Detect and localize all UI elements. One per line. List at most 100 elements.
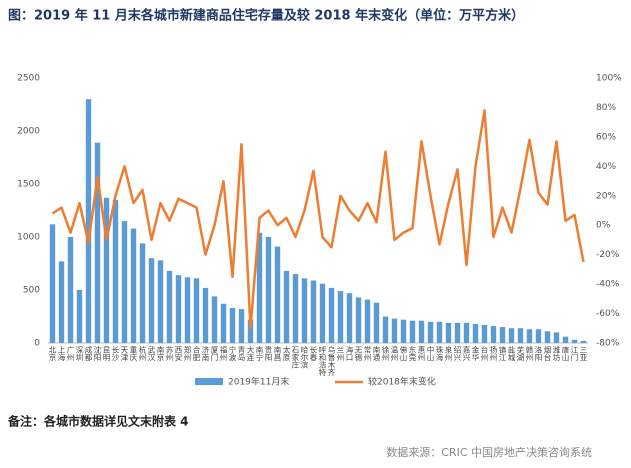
x-tick-label: 天津 xyxy=(120,346,129,363)
y2-tick-label: 60% xyxy=(596,132,616,142)
bar xyxy=(94,142,101,343)
x-tick-label: 镇江 xyxy=(498,345,507,363)
bar xyxy=(193,278,200,343)
x-tick-label: 青岛 xyxy=(237,345,246,363)
bar xyxy=(328,287,335,343)
x-tick-label: 常州 xyxy=(363,346,372,362)
x-tick-label: 潍坊 xyxy=(552,345,561,363)
x-tick-label: 温州 xyxy=(390,346,399,362)
x-tick-label: 泉州 xyxy=(444,345,453,362)
bar xyxy=(274,246,281,343)
bar xyxy=(184,277,191,343)
x-tick-label: 芜湖 xyxy=(516,345,525,363)
bar xyxy=(562,336,569,343)
y2-tick-label: -20% xyxy=(596,250,620,260)
x-tick-label: 济南 xyxy=(201,345,210,362)
bar xyxy=(67,237,74,343)
bar xyxy=(310,280,317,343)
y-tick-label: 500 xyxy=(23,286,40,296)
bar xyxy=(283,270,290,343)
source: 数据来源：CRIC 中国房地产决策咨询系统 xyxy=(386,445,592,459)
x-tick-label: 哈尔滨 xyxy=(300,345,309,370)
bar xyxy=(346,293,353,343)
x-tick-label: 长春 xyxy=(309,345,318,362)
bar xyxy=(355,297,362,343)
x-tick-label: 南京 xyxy=(156,345,165,363)
bar xyxy=(292,274,299,343)
bar xyxy=(319,283,326,343)
y-tick-label: 0 xyxy=(34,339,40,349)
bar xyxy=(373,302,380,343)
x-tick-label: 郑州 xyxy=(183,345,192,362)
bar xyxy=(445,322,452,343)
bar xyxy=(580,340,587,343)
chart-title: 图：2019 年 11 月末各城市新建商品住宅存量及较 2018 年末变化（单位… xyxy=(8,8,524,24)
bar xyxy=(481,324,488,343)
legend-label: 2019年11月末 xyxy=(228,376,289,388)
legend-label: 较2018年末变化 xyxy=(368,376,436,388)
x-tick-label: 南通 xyxy=(372,345,381,363)
bar xyxy=(571,339,578,343)
bar xyxy=(211,296,218,343)
bar xyxy=(427,321,434,343)
bar xyxy=(544,331,551,343)
x-tick-label: 扬州 xyxy=(489,345,498,362)
bar xyxy=(337,291,344,343)
bar xyxy=(58,261,65,343)
x-tick-label: 盐城 xyxy=(507,345,516,363)
y2-tick-label: 80% xyxy=(596,103,616,113)
bar xyxy=(301,278,308,343)
x-tick-label: 中山 xyxy=(426,345,435,363)
x-tick-label: 武汉 xyxy=(147,345,156,363)
x-tick-label: 上海 xyxy=(57,346,66,363)
y-tick-label: 2500 xyxy=(17,74,40,84)
bar xyxy=(400,319,407,343)
bar xyxy=(454,322,461,343)
x-tick-label: 太原 xyxy=(282,345,291,362)
bar xyxy=(526,329,533,343)
bar xyxy=(265,237,272,343)
x-tick-label: 石家庄 xyxy=(291,346,300,370)
y2-tick-label: -80% xyxy=(596,339,620,349)
x-tick-label: 大连 xyxy=(246,345,255,363)
x-tick-label: 金华 xyxy=(471,345,480,363)
x-tick-label: 重庆 xyxy=(129,346,138,363)
bar xyxy=(121,221,128,343)
x-tick-label: 烟台 xyxy=(543,346,552,363)
bar xyxy=(391,318,398,343)
bar xyxy=(535,329,542,343)
bar xyxy=(76,290,83,343)
x-tick-label: 佛山 xyxy=(399,345,408,363)
y2-tick-label: 20% xyxy=(596,191,616,201)
x-tick-label: 绍兴 xyxy=(453,345,462,363)
x-tick-label: 贵阳 xyxy=(264,345,273,363)
bar xyxy=(517,328,524,343)
bar xyxy=(148,258,155,343)
bar xyxy=(256,232,263,343)
x-tick-label: 唐山 xyxy=(561,345,570,363)
x-tick-label: 海口 xyxy=(345,345,354,362)
x-tick-label: 徐州 xyxy=(381,345,390,362)
bar xyxy=(202,287,209,343)
bar xyxy=(409,320,416,343)
bar xyxy=(247,319,254,343)
y2-tick-label: 100% xyxy=(596,74,622,84)
bar xyxy=(472,323,479,343)
x-tick-label: 南昌 xyxy=(273,345,282,363)
bar xyxy=(229,308,236,343)
bar xyxy=(112,199,119,343)
x-tick-label: 西安 xyxy=(174,346,183,363)
x-tick-label: 洛阳 xyxy=(534,345,543,363)
bar xyxy=(364,299,371,343)
x-tick-label: 北京 xyxy=(48,346,57,363)
bar xyxy=(238,309,245,343)
bar xyxy=(499,327,506,343)
x-tick-label: 无锡 xyxy=(354,346,363,363)
x-tick-label: 长沙 xyxy=(111,345,120,362)
x-tick-label: 台州 xyxy=(480,345,489,362)
y-tick-label: 1000 xyxy=(17,233,40,243)
bar xyxy=(382,316,389,343)
bar xyxy=(166,270,173,343)
y2-tick-label: -60% xyxy=(596,309,620,319)
